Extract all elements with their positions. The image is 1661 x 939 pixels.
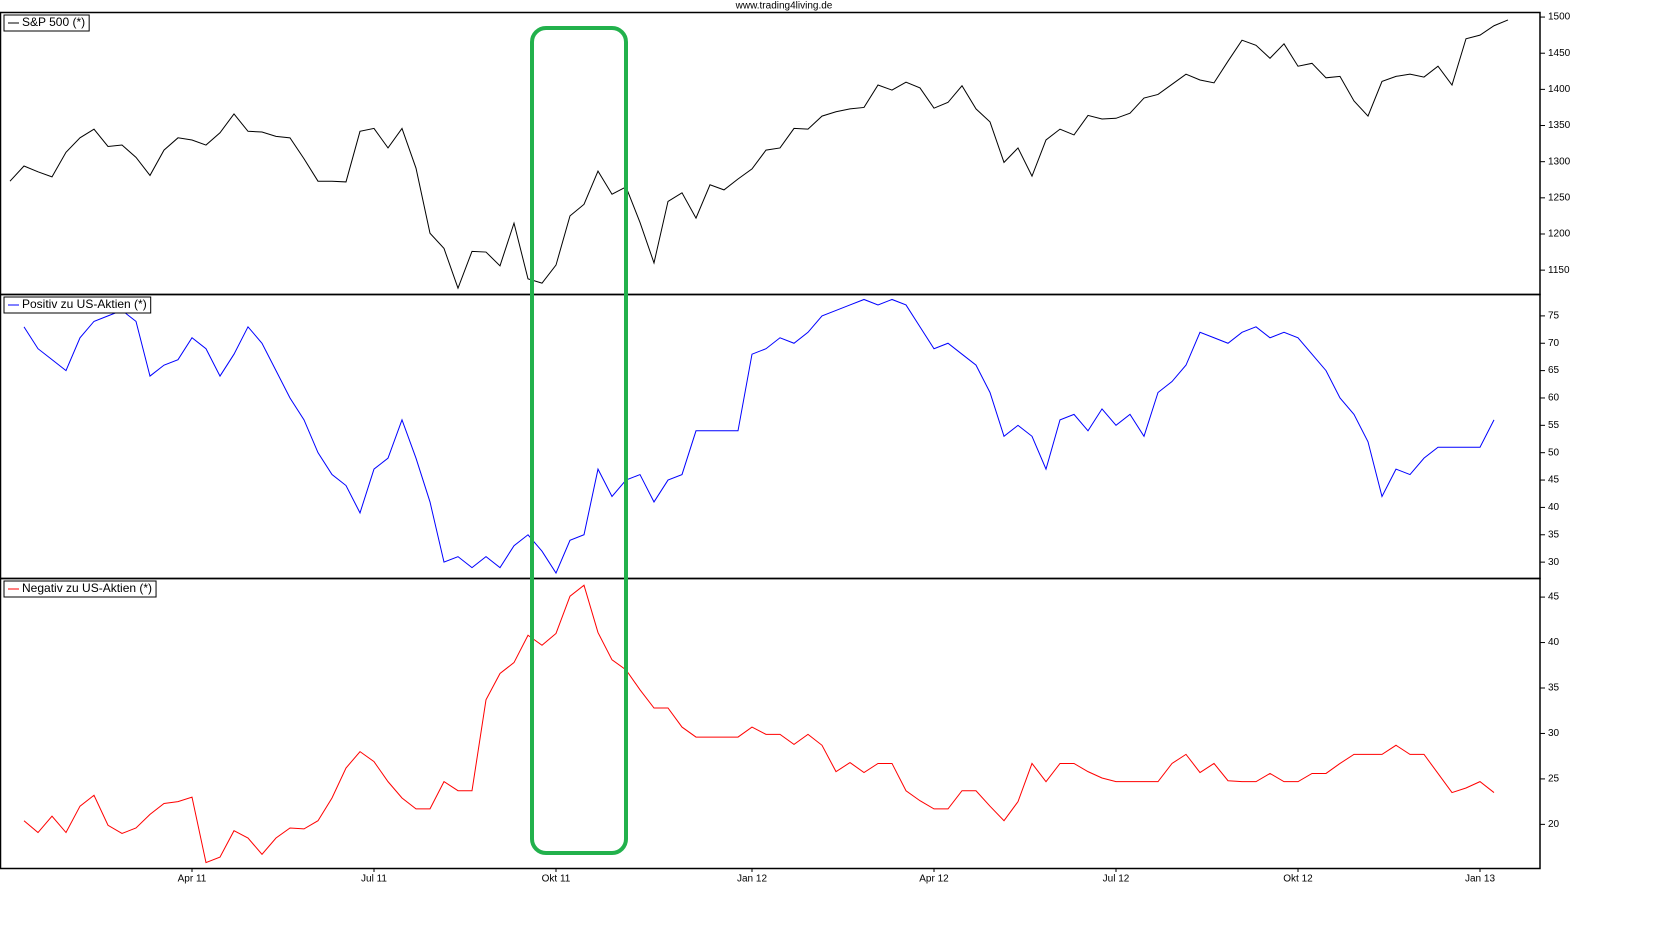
y-tick-label: 20: [1548, 819, 1560, 830]
y-tick-label: 65: [1548, 365, 1560, 376]
y-tick-label: 70: [1548, 338, 1560, 349]
y-tick-label: 60: [1548, 393, 1560, 404]
y-tick-label: 1450: [1548, 48, 1571, 59]
legend-label: S&P 500 (*): [22, 15, 85, 29]
line: [9, 19, 1509, 290]
line: [23, 584, 1495, 864]
y-tick-label: 30: [1548, 557, 1560, 568]
legend-label: Negativ zu US-Aktien (*): [22, 581, 152, 595]
y-tick-label: 35: [1548, 683, 1560, 694]
y-tick-label: 35: [1548, 529, 1560, 540]
x-tick-label: Apr 11: [178, 874, 207, 885]
y-tick-label: 1500: [1548, 12, 1571, 23]
x-tick-label: Jan 13: [1465, 874, 1495, 885]
y-tick-label: 45: [1548, 475, 1560, 486]
y-tick-label: 75: [1548, 311, 1560, 322]
y-tick-label: 1300: [1548, 156, 1571, 167]
y-tick-label: 40: [1548, 502, 1560, 513]
highlight-box: [530, 26, 628, 855]
panel-frame: [0, 577, 1541, 870]
x-tick-label: Apr 12: [919, 874, 949, 885]
panels: 1150 1200 1250 1300 1350 1400 1450 1500 S&P 500 …: [0, 12, 1571, 885]
legend-box: [3, 296, 152, 314]
y-tick-label: 30: [1548, 728, 1560, 739]
y-tick-label: 25: [1548, 774, 1560, 785]
legend-box: [3, 14, 90, 32]
x-tick-label: Jul 11: [361, 874, 387, 885]
y-tick-label: 1350: [1548, 120, 1571, 131]
legend-box: [3, 580, 157, 598]
legend-label: Positiv zu US-Aktien (*): [22, 297, 147, 311]
y-tick-label: 45: [1548, 592, 1560, 603]
y-tick-label: 55: [1548, 420, 1560, 431]
x-tick-label: Okt 11: [542, 874, 571, 885]
y-tick-label: 1250: [1548, 192, 1571, 203]
line: [23, 298, 1495, 575]
y-tick-label: 1150: [1548, 265, 1570, 276]
y-tick-label: 50: [1548, 447, 1560, 458]
y-tick-label: 40: [1548, 637, 1560, 648]
y-tick-label: 1400: [1548, 84, 1571, 95]
x-tick-label: Okt 12: [1283, 874, 1313, 885]
x-tick-label: Jan 12: [737, 874, 767, 885]
source: www.trading4living.de: [735, 1, 833, 12]
x-tick-label: Jul 12: [1103, 874, 1130, 885]
y-tick-label: 1200: [1548, 229, 1571, 240]
